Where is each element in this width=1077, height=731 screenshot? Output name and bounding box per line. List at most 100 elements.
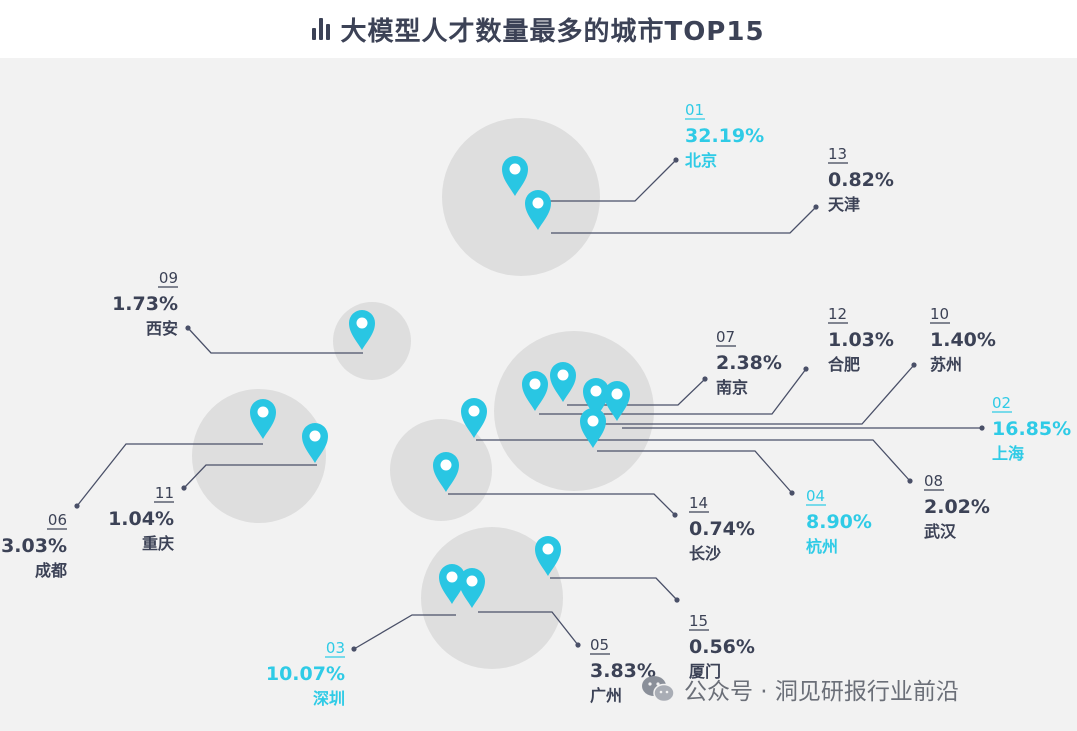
city-label-05: 05 3.83% 广州: [590, 636, 656, 705]
location-pin-icon: [550, 362, 576, 402]
rank-label: 11: [155, 484, 174, 502]
bar-chart-icon: [312, 18, 331, 40]
leader-dot-12: [803, 366, 809, 372]
leader-line-11: [183, 464, 317, 489]
region-circle: [442, 118, 600, 276]
city-label-13: 13 0.82% 天津: [828, 145, 894, 214]
city-label-03: 03 10.07% 深圳: [266, 639, 345, 708]
city-label-08: 08 2.02% 武汉: [924, 472, 990, 541]
leader-dot-09: [185, 325, 191, 331]
city-label-11: 11 1.04% 重庆: [108, 484, 174, 553]
city-name-label: 武汉: [924, 522, 957, 541]
share-label: 0.82%: [828, 169, 894, 191]
location-pin-icon: [583, 378, 609, 418]
rank-label: 13: [828, 145, 847, 163]
share-label: 32.19%: [685, 125, 764, 147]
rank-label: 02: [992, 394, 1011, 412]
city-name-label: 上海: [992, 444, 1024, 463]
share-label: 1.04%: [108, 508, 174, 530]
location-pin-icon: [502, 156, 528, 196]
share-label: 1.40%: [930, 329, 996, 351]
region-circle: [192, 389, 326, 523]
location-pin-icon: [349, 310, 375, 350]
watermark: 公众号 · 洞见研报行业前沿: [640, 672, 959, 706]
rank-label: 15: [689, 612, 708, 630]
leader-dot-11: [181, 485, 187, 491]
leader-dot-03: [351, 646, 357, 652]
region-circle: [421, 527, 563, 669]
city-name-label: 杭州: [806, 537, 838, 556]
city-name-label: 西安: [146, 319, 178, 338]
share-label: 2.02%: [924, 496, 990, 518]
share-label: 3.83%: [590, 660, 656, 682]
rank-label: 06: [48, 511, 67, 529]
city-name-label: 长沙: [689, 544, 721, 563]
chart-title: 大模型人才数量最多的城市TOP15: [0, 0, 1077, 58]
leader-dot-13: [813, 204, 819, 210]
leader-line-05: [478, 611, 579, 646]
leader-dot-10: [911, 362, 917, 368]
rank-label: 12: [828, 305, 847, 323]
share-label: 16.85%: [992, 418, 1071, 440]
location-pin-icon: [302, 423, 328, 463]
city-name-label: 苏州: [930, 355, 962, 374]
city-name-label: 合肥: [828, 355, 860, 374]
city-name-label: 成都: [35, 561, 67, 580]
chart-title-text: 大模型人才数量最多的城市TOP15: [340, 16, 765, 47]
share-label: 1.73%: [112, 293, 178, 315]
rank-label: 10: [930, 305, 949, 323]
leader-line-14: [448, 493, 676, 516]
leader-dot-02: [979, 425, 985, 431]
rank-label: 01: [685, 101, 704, 119]
location-pin-icon: [459, 568, 485, 608]
leader-dot-06: [74, 503, 80, 509]
location-pin-icon: [604, 381, 630, 421]
location-pin-icon: [535, 536, 561, 576]
watermark-text: 公众号 · 洞见研报行业前沿: [684, 679, 959, 705]
leader-line-01: [528, 159, 677, 202]
leader-line-13: [551, 206, 817, 234]
location-pin-icon: [439, 564, 465, 604]
share-label: 10.07%: [266, 663, 345, 685]
leader-dot-14: [672, 512, 678, 518]
city-name-label: 南京: [716, 378, 748, 397]
leader-line-15: [550, 577, 678, 601]
rank-label: 14: [689, 494, 708, 512]
leader-dot-05: [575, 642, 581, 648]
city-name-label: 天津: [828, 195, 860, 214]
leader-dot-15: [674, 597, 680, 603]
city-label-07: 07 2.38% 南京: [716, 328, 782, 397]
city-label-15: 15 0.56% 厦门: [689, 612, 755, 681]
city-label-06: 06 3.03% 成都: [1, 511, 67, 580]
leader-line-10: [600, 364, 915, 425]
city-label-01: 01 32.19% 北京: [685, 101, 764, 170]
city-label-14: 14 0.74% 长沙: [689, 494, 755, 563]
leader-line-08: [476, 439, 911, 482]
location-pin-icon: [250, 399, 276, 439]
share-label: 0.56%: [689, 636, 755, 658]
share-label: 1.03%: [828, 329, 894, 351]
location-pin-icon: [522, 371, 548, 411]
city-name-label: 深圳: [313, 689, 345, 708]
city-name-label: 北京: [685, 151, 717, 170]
rank-label: 03: [326, 639, 345, 657]
city-label-02: 02 16.85% 上海: [992, 394, 1071, 463]
leader-dot-04: [789, 490, 795, 496]
region-circle: [333, 302, 411, 380]
city-name-label: 重庆: [142, 534, 174, 553]
leader-lines: [74, 157, 985, 652]
leader-dot-08: [907, 478, 913, 484]
location-pin-icon: [525, 190, 551, 230]
location-pin-icon: [580, 408, 606, 448]
leader-dot-01: [673, 157, 679, 163]
share-label: 8.90%: [806, 511, 872, 533]
location-pin-icon: [433, 452, 459, 492]
rank-label: 04: [806, 487, 825, 505]
city-label-04: 04 8.90% 杭州: [806, 487, 872, 556]
location-pin-icon: [461, 398, 487, 438]
leader-line-03: [353, 614, 456, 650]
rank-label: 05: [590, 636, 609, 654]
city-name-label: 广州: [590, 686, 622, 705]
city-label-12: 12 1.03% 合肥: [828, 305, 894, 374]
